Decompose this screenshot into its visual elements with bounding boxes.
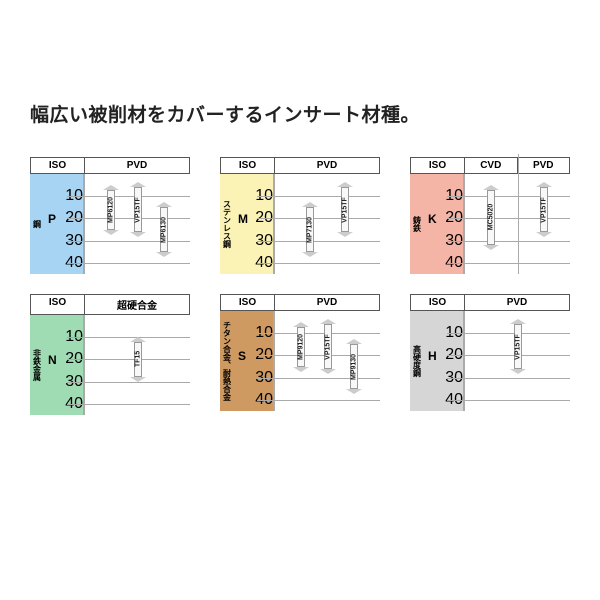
category-box: P10203040 [44, 174, 84, 274]
chart-m: ISOPVDステンレス鋼M10203040MP7130VP15TF [220, 157, 380, 274]
category-letter: M [238, 212, 248, 226]
grade-label: TF15 [134, 351, 141, 367]
plot-area: MC5020 VP15TF [464, 174, 570, 274]
grade-label: MP7130 [306, 217, 313, 243]
category-letter: K [428, 212, 437, 226]
col-header: PVD [465, 295, 569, 310]
grade-label: MP6130 [160, 217, 167, 243]
plot-area: TF15 [84, 315, 190, 415]
chart-header: ISOPVD [30, 157, 190, 174]
chart-p: ISOPVD鋼P10203040MP6120VP15TFMP6130 [30, 157, 190, 274]
chart-n: ISO超硬合金非鉄金属N10203040TF15 [30, 294, 190, 415]
side-label: ステンレス鋼 [220, 174, 234, 274]
col-header: CVD [465, 158, 518, 173]
category-letter: H [428, 349, 437, 363]
grade-label: VP15TF [134, 197, 141, 223]
grade-label: MP9130 [350, 354, 357, 380]
plot-area: MP7130 VP15TF [274, 174, 380, 274]
chart-body: 非鉄金属N10203040 TF15 [30, 315, 190, 415]
side-label: 鋼 [30, 174, 44, 274]
iso-header: ISO [411, 158, 465, 173]
grade-bar: VP15TF [512, 311, 524, 411]
category-box: H10203040 [424, 311, 464, 411]
grade-bar: TF15 [132, 315, 144, 415]
chart-s: ISOPVDチタン合金、耐熱合金S10203040MP9120VP15TFMP9… [220, 294, 380, 415]
iso-header: ISO [221, 295, 275, 310]
iso-header: ISO [411, 295, 465, 310]
chart-header: ISOPVD [410, 294, 570, 311]
chart-body: ステンレス鋼M10203040 MP7130 VP15TF [220, 174, 380, 274]
grade-label: MC5020 [488, 204, 495, 230]
grade-label: VP15TF [540, 197, 547, 223]
chart-body: 高硬度鋼H10203040 VP15TF [410, 311, 570, 411]
grade-bar: VP15TF [132, 174, 144, 274]
chart-header: ISOPVD [220, 294, 380, 311]
chart-header: ISO超硬合金 [30, 294, 190, 315]
category-box: M10203040 [234, 174, 274, 274]
plot-area: MP6120 VP15TF MP6130 [84, 174, 190, 274]
grade-bar: MP7130 [304, 174, 316, 274]
chart-header: ISOCVDPVD [410, 157, 570, 174]
grade-bar: MP6120 [105, 174, 117, 274]
chart-body: 鋳鉄K10203040 MC5020 VP15TF [410, 174, 570, 274]
chart-k: ISOCVDPVD鋳鉄K10203040MC5020VP15TF [410, 157, 570, 274]
chart-body: 鋼P10203040 MP6120 VP15TF MP6130 [30, 174, 190, 274]
col-header: PVD [275, 158, 379, 173]
category-box: N10203040 [44, 315, 84, 415]
chart-grid: ISOPVD鋼P10203040MP6120VP15TFMP6130ISOPVD… [30, 157, 570, 415]
iso-header: ISO [221, 158, 275, 173]
chart-body: チタン合金、耐熱合金S10203040 MP9120 VP15TF MP9130 [220, 311, 380, 411]
grade-label: VP15TF [324, 334, 331, 360]
grade-bar: MP9130 [348, 311, 360, 411]
col-header: PVD [518, 158, 570, 173]
col-header: PVD [275, 295, 379, 310]
grade-label: MP9120 [298, 334, 305, 360]
iso-header: ISO [31, 295, 85, 314]
grade-bar: MP9120 [295, 311, 307, 411]
side-label: 高硬度鋼 [410, 311, 424, 411]
grade-bar: VP15TF [339, 174, 351, 274]
grade-label: VP15TF [341, 197, 348, 223]
grade-bar: VP15TF [538, 174, 550, 274]
iso-header: ISO [31, 158, 85, 173]
grade-bar: VP15TF [322, 311, 334, 411]
plot-area: VP15TF [464, 311, 570, 411]
grade-label: VP15TF [514, 334, 521, 360]
plot-area: MP9120 VP15TF MP9130 [274, 311, 380, 411]
category-letter: P [48, 212, 56, 226]
col-header: PVD [85, 158, 189, 173]
chart-h: ISOPVD高硬度鋼H10203040VP15TF [410, 294, 570, 415]
headline: 幅広い被削材をカバーするインサート材種。 [30, 100, 570, 127]
category-letter: N [48, 353, 57, 367]
side-label: 非鉄金属 [30, 315, 44, 415]
grade-bar: MC5020 [485, 174, 497, 274]
col-header: 超硬合金 [85, 295, 189, 314]
side-label: チタン合金、耐熱合金 [220, 311, 234, 411]
side-label: 鋳鉄 [410, 174, 424, 274]
grade-label: MP6120 [108, 197, 115, 223]
category-box: K10203040 [424, 174, 464, 274]
category-letter: S [238, 349, 246, 363]
chart-header: ISOPVD [220, 157, 380, 174]
category-box: S10203040 [234, 311, 274, 411]
grade-bar: MP6130 [158, 174, 170, 274]
